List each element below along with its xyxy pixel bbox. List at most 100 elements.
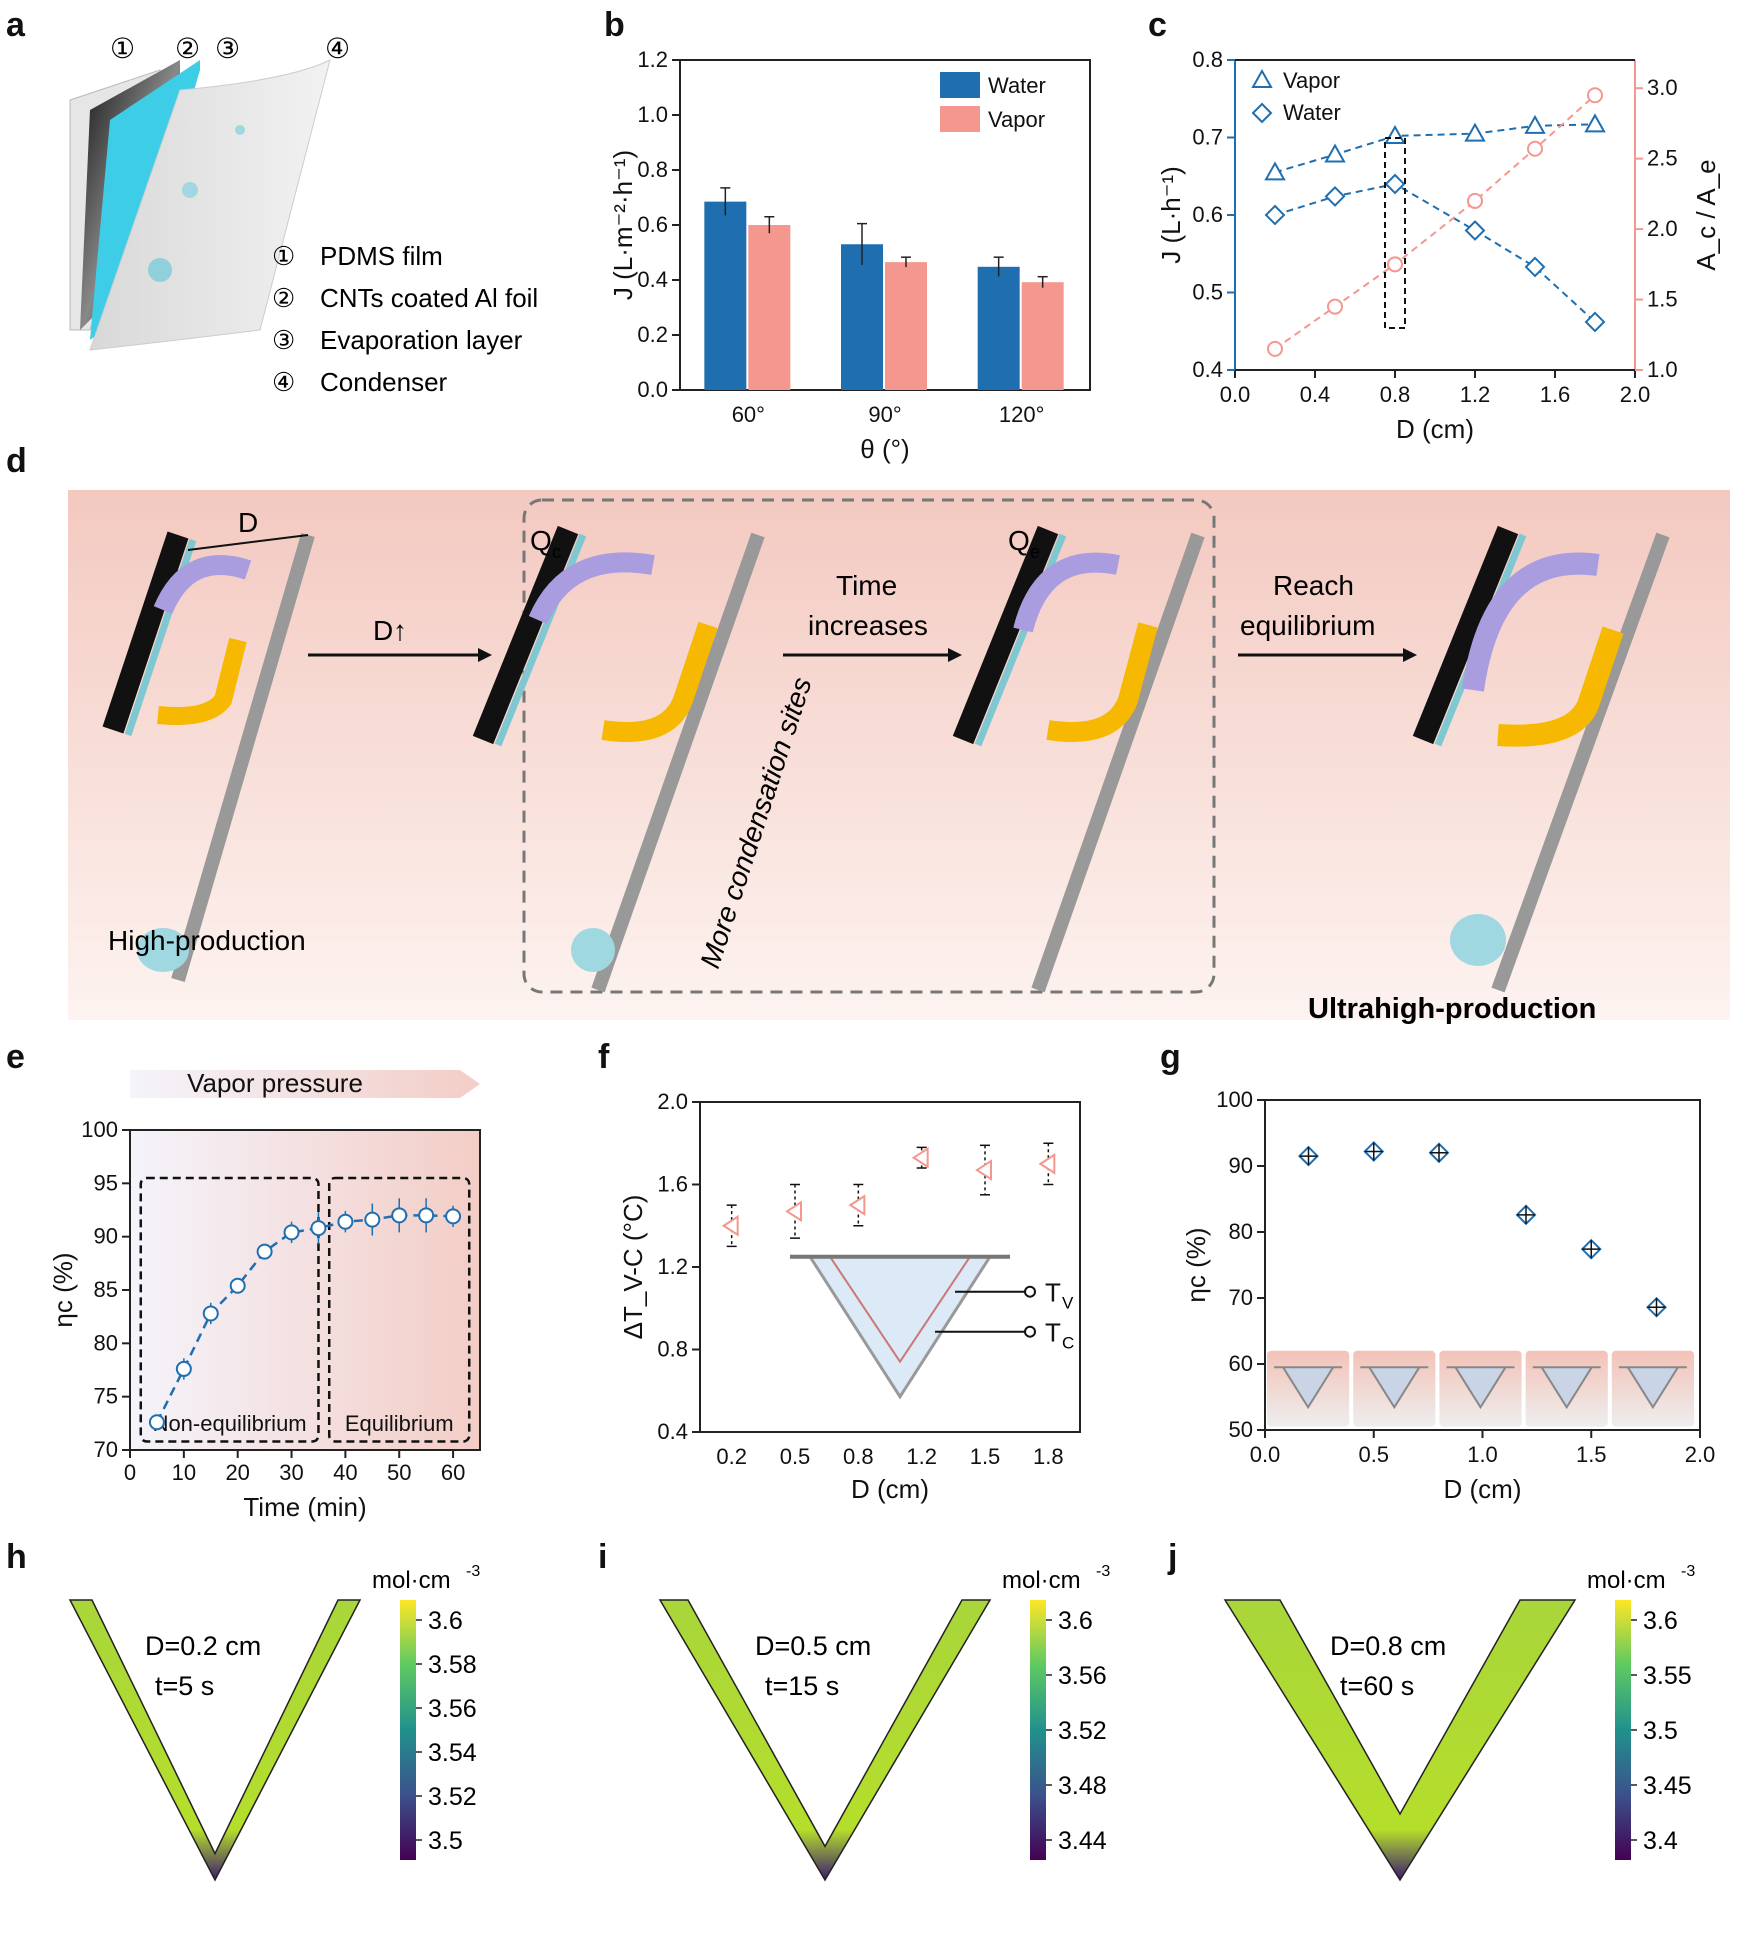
tv-marker [1024,1285,1036,1298]
legend-text-2: CNTs coated Al foil [320,283,538,313]
y-tick-label: 0.6 [1192,202,1223,227]
inset-v-icon [1368,1366,1421,1410]
tc-label: T [1045,1318,1061,1348]
panel-letter-c: c [1148,6,1167,44]
tv-label: T [1045,1278,1061,1308]
vapor-point [1324,143,1346,163]
unit-more-sites: Q c [472,525,765,993]
water-point [1384,173,1406,195]
qc-label: Q [530,525,552,556]
y-right-tick-label: 3.0 [1647,75,1678,100]
unit-time-increases: Q e [952,525,1205,993]
y-axis-label: ηc (%) [48,1252,78,1327]
chart-e: Vapor pressure 0 10 20 30 40 50 60 70 75 80 85 90 95 1… [48,1068,481,1522]
time-label-2: increases [808,610,928,641]
area-ratio-point [1467,192,1483,209]
y-right-tick-label: 1.0 [1647,357,1678,382]
colorbar-tick-label: 3.5 [1643,1717,1678,1745]
colorbar-tick-label: 3.4 [1643,1827,1678,1855]
inset-v-inner [829,1256,971,1364]
vapor-pressure-label: Vapor pressure [187,1068,363,1098]
legend-num-4: ④ [272,367,295,397]
vapor-pressure-arrow [130,1070,480,1098]
unit-ultrahigh [1412,525,1670,993]
equilibrium-label: Equilibrium [345,1411,454,1436]
vapor-point [1464,122,1486,142]
panel-letter-e: e [6,1038,25,1076]
map-h: 3.6 3.58 3.56 3.54 3.52 3.5 mol·cm -3 D=0.2 cm t=… [68,1563,480,1882]
data-point [283,1224,300,1241]
colorbar-unit: mol·cm [1002,1567,1081,1594]
data-point [256,1243,273,1260]
chart-c: 0.0 0.4 0.8 1.2 1.6 2.00.40.50.60.70.81.01.52… [1156,47,1721,444]
inset-v-icon [1627,1366,1679,1410]
tc-marker [1024,1325,1036,1338]
x-tick-label: 0.0 [1220,382,1251,407]
colorbar-unit-sup: -3 [466,1563,480,1580]
colorbar-tick-label: 3.56 [428,1695,477,1723]
y-tick-label: 0.7 [1192,125,1223,150]
data-point [148,1414,165,1431]
colorbar-tick-label: 3.5 [428,1827,463,1855]
colorbar-tick-label: 3.45 [1643,1772,1692,1800]
legend-text-1: PDMS film [320,241,443,271]
area-ratio-point [1327,298,1343,315]
y-tick-label: 0.0 [637,377,668,402]
data-point [785,1200,802,1223]
y-tick-label: 100 [1216,1087,1253,1112]
y-tick-label: 50 [1229,1417,1253,1442]
water-point [1524,256,1546,278]
vapor-point [1264,161,1286,181]
y-tick-label: 95 [94,1170,118,1195]
qc-sub: c [552,542,561,562]
time-label-1: Time [836,570,897,601]
data-point [337,1213,354,1230]
y-tick-label: 0.8 [637,157,668,182]
y-right-tick-label: 2.5 [1647,146,1678,171]
x-axis-label: D (cm) [1444,1474,1522,1504]
data-point [364,1211,381,1228]
legend-num-1: ① [272,241,295,271]
vapor-point [1584,113,1606,133]
droplet-icon [235,125,245,135]
y-tick-label: 0.8 [657,1337,688,1362]
bar-water [977,266,1020,390]
y-tick-label: 0.5 [1192,280,1223,305]
x-tick-label: 60° [732,402,765,427]
high-production-label: High-production [108,925,306,956]
inset-v-shape [808,1255,992,1400]
area-ratio-point [1267,340,1283,357]
water-point [1324,185,1346,207]
data-point [310,1220,327,1237]
concentration-v-map [658,1599,992,1882]
legend-swatch [940,72,980,98]
equilibrium-box [327,1176,471,1443]
bar-vapor [1021,282,1064,390]
area-ratio-point [1387,256,1403,273]
x-tick-label: 0.2 [716,1444,747,1469]
layer-number-3: ③ [215,33,240,64]
vapor-point [1524,114,1546,134]
x-tick-label: 1.2 [906,1444,937,1469]
x-tick-label: 0.8 [1380,382,1411,407]
x-tick-label: 0.5 [1358,1442,1389,1467]
bar-water [704,201,747,390]
legend-text-3: Evaporation layer [320,325,523,355]
y-axis-label: J (L·m⁻²·h⁻¹) [608,150,638,300]
droplet-icon [182,182,198,198]
layer-number-1: ① [110,33,135,64]
colorbar [400,1600,416,1860]
data-point [418,1207,435,1224]
y-axis-label: ΔT_V-C (°C) [618,1195,648,1340]
x-axis-label: D (cm) [1396,414,1474,444]
x-tick-label: 50 [387,1460,411,1485]
d-width-label: D [238,507,258,538]
y-right-tick-label: 2.0 [1647,216,1678,241]
y-tick-label: 60 [1229,1351,1253,1376]
y-right-tick-label: 1.5 [1647,287,1678,312]
layer-number-2: ② [175,33,200,64]
legend-vapor-marker [1251,68,1273,88]
x-axis-label: D (cm) [851,1474,929,1504]
y-tick-label: 2.0 [657,1089,688,1114]
vapor-point [1384,124,1406,144]
